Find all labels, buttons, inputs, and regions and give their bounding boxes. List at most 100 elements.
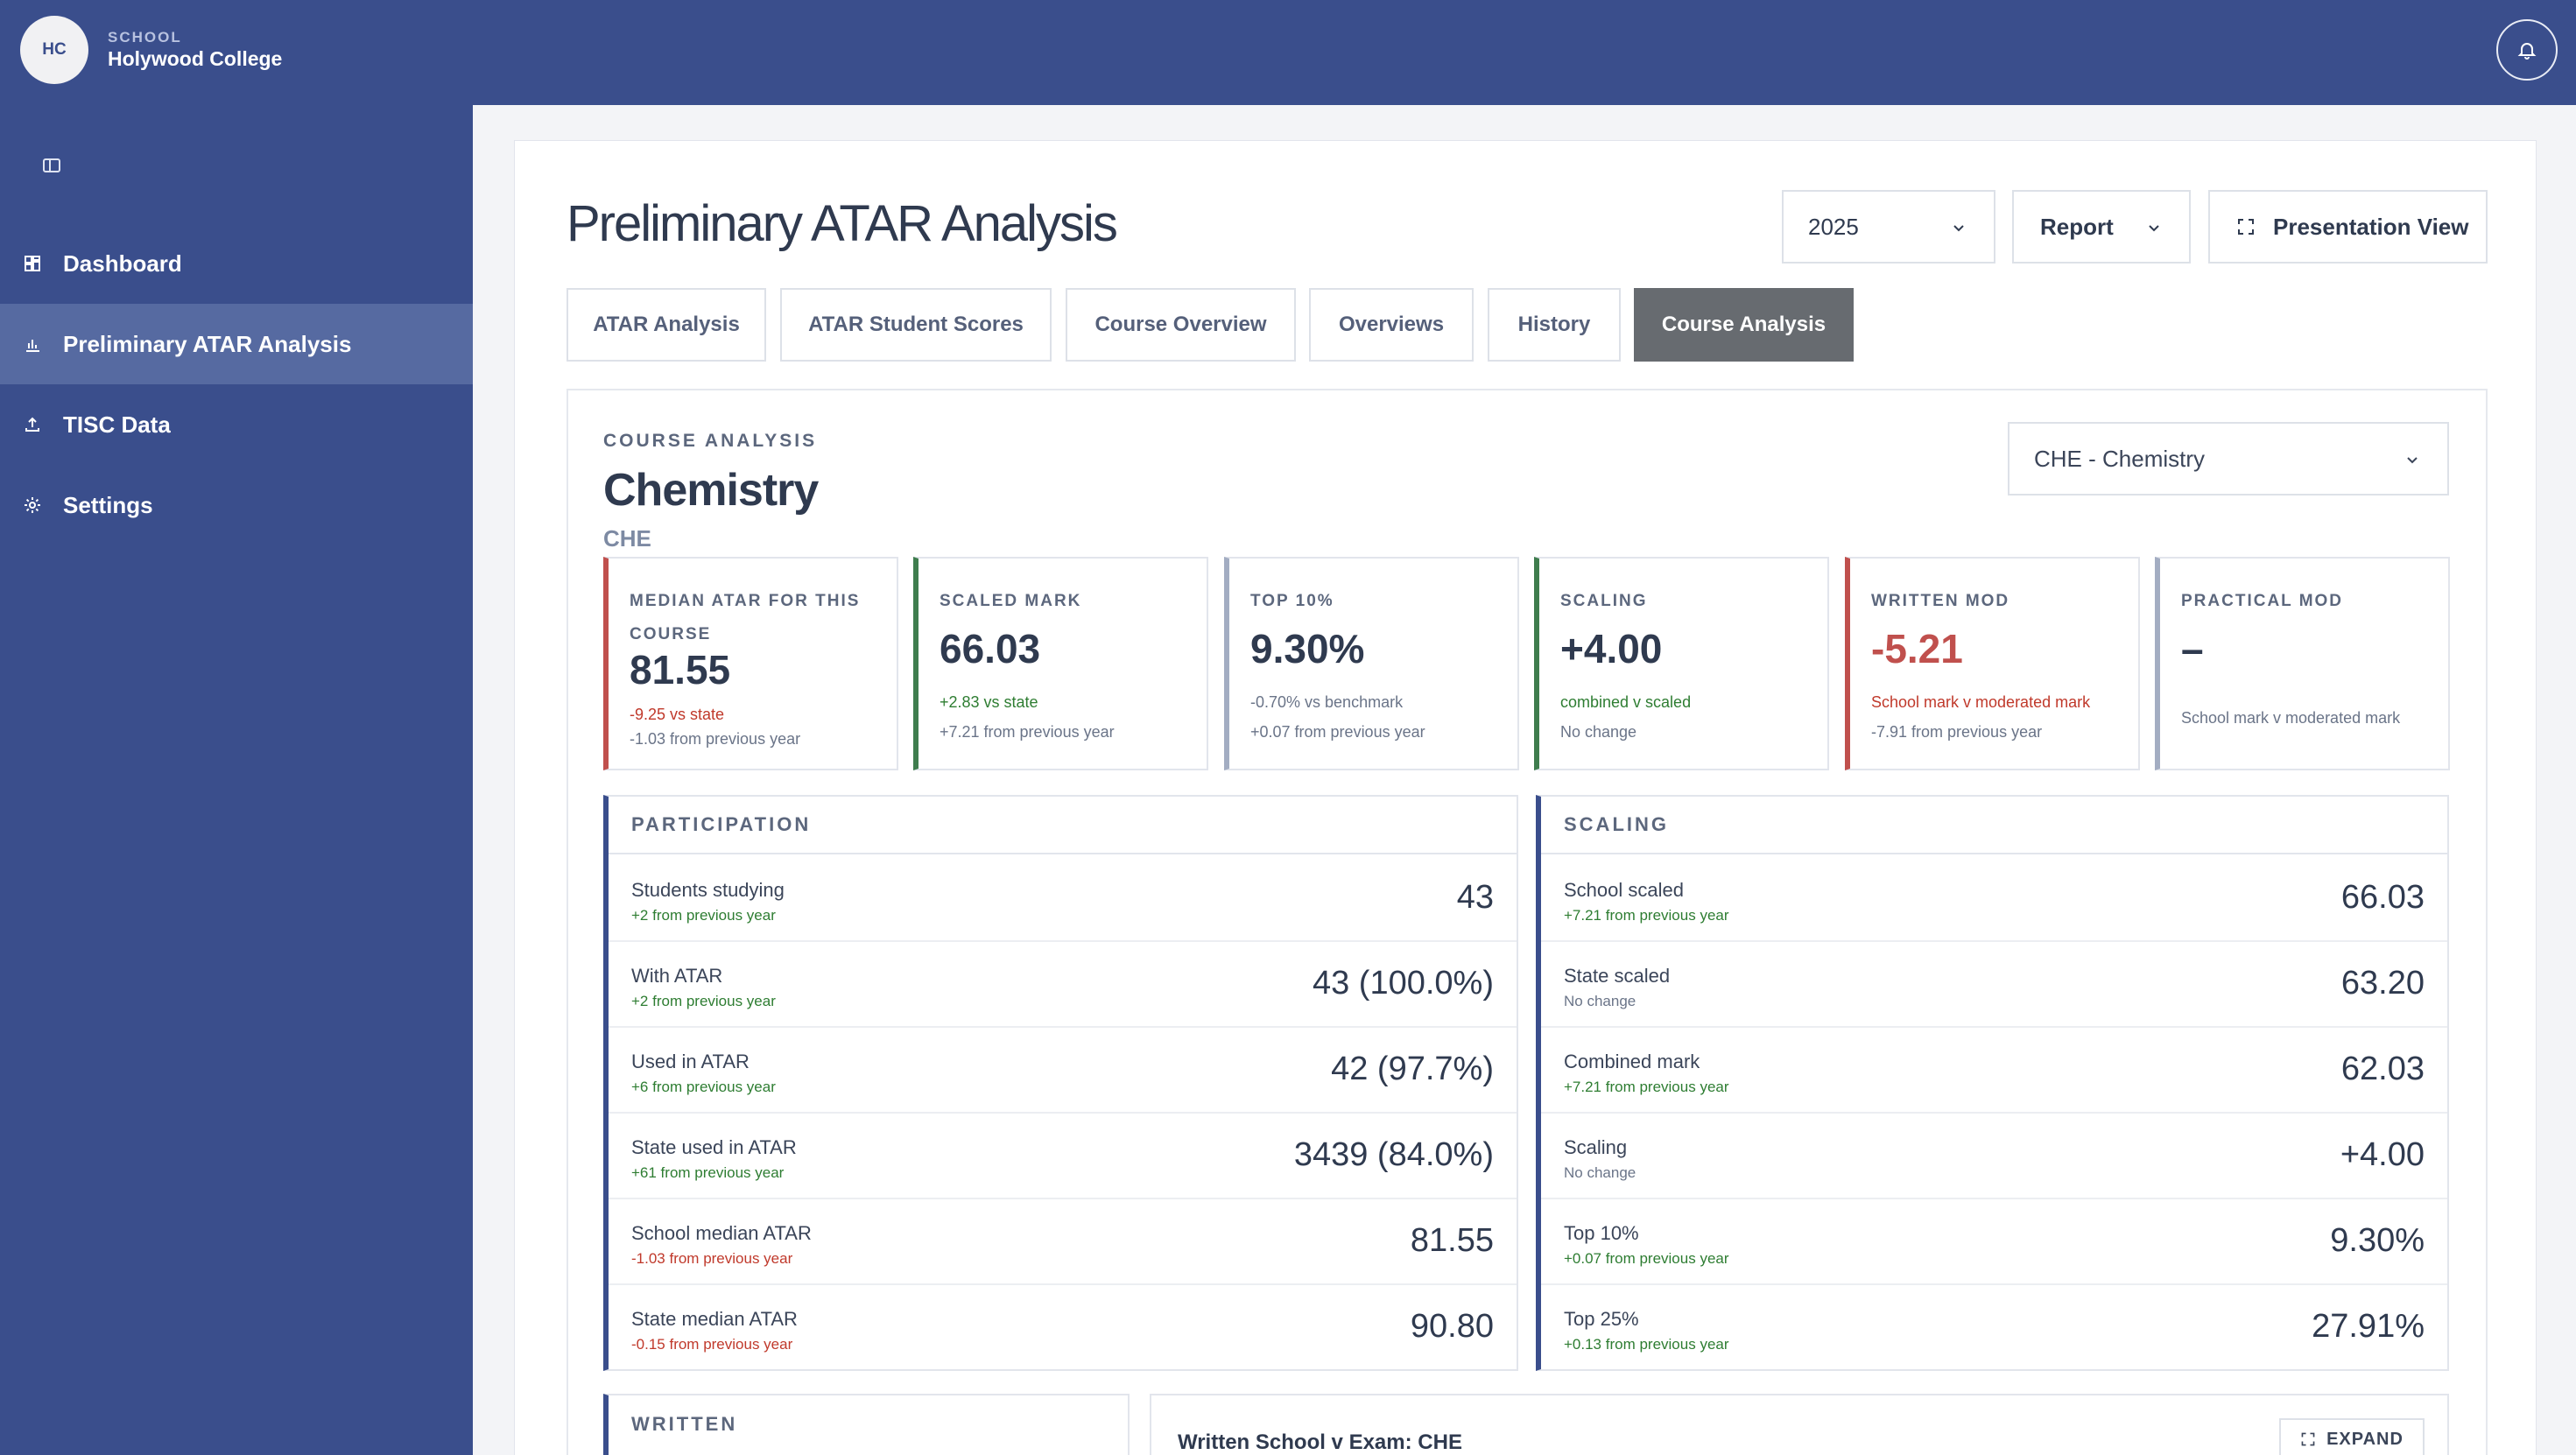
tab-label: History (1517, 313, 1591, 336)
sidebar-item-settings[interactable]: Settings (0, 465, 473, 545)
stat-sub-primary: combined v scaled (1560, 693, 1692, 711)
row-value: 9.30% (2330, 1222, 2425, 1259)
row-label: Used in ATAR (631, 1051, 750, 1072)
stat-card-top-10: TOP 10% 9.30% -0.70% vs benchmark +0.07 … (1224, 557, 1519, 770)
table-row: Top 25% +0.13 from previous year 27.91% (1541, 1285, 2447, 1371)
sidebar-item-tisc-data[interactable]: TISC Data (0, 384, 473, 465)
chevron-down-icon (1953, 225, 1964, 232)
report-dropdown[interactable]: Report (2012, 190, 2191, 264)
table-row: School median ATAR -1.03 from previous y… (609, 1199, 1517, 1285)
row-change: +2 from previous year (631, 907, 776, 924)
expand-label: EXPAND (2326, 1429, 2404, 1449)
stat-label: PRACTICAL MOD (2181, 592, 2344, 610)
row-label: State scaled (1564, 965, 1671, 987)
row-change: No change (1564, 1164, 1636, 1181)
stat-sub-primary: School mark v moderated mark (1871, 693, 2091, 711)
chevron-down-icon (2149, 225, 2159, 232)
row-label: Top 10% (1564, 1222, 1639, 1244)
tab-label: Course Overview (1094, 313, 1267, 336)
sidebar-item-dashboard[interactable]: Dashboard (0, 223, 473, 304)
course-select-value: CHE - Chemistry (2034, 445, 2206, 472)
stat-label: SCALED MARK (940, 592, 1082, 610)
stat-sub-primary: -9.25 vs state (630, 706, 725, 723)
row-change: -1.03 from previous year (631, 1250, 793, 1267)
notifications-button[interactable] (2496, 19, 2558, 81)
year-select[interactable]: 2025 (1782, 190, 1995, 264)
tab-atar-student-scores[interactable]: ATAR Student Scores (780, 288, 1052, 362)
row-change: -0.15 from previous year (631, 1336, 793, 1353)
row-change: No change (1564, 993, 1636, 1009)
expand-icon (2300, 1431, 2316, 1447)
stat-card-scaling: SCALING +4.00 combined v scaled No chang… (1534, 557, 1829, 770)
stat-sub-primary: +2.83 vs state (940, 693, 1038, 711)
stat-card-practical-mod: PRACTICAL MOD – School mark v moderated … (2155, 557, 2450, 770)
logo-initials: HC (42, 40, 67, 59)
stat-card-median-atar: MEDIAN ATAR FOR THIS COURSE 81.55 -9.25 … (603, 557, 898, 770)
course-select[interactable]: CHE - Chemistry (2008, 422, 2449, 496)
table-row: State scaled No change 63.20 (1541, 942, 2447, 1028)
tab-atar-analysis[interactable]: ATAR Analysis (567, 288, 766, 362)
sidebar-collapse-button[interactable] (42, 156, 63, 177)
stat-label: WRITTEN MOD (1871, 592, 2010, 610)
tab-overviews[interactable]: Overviews (1309, 288, 1474, 362)
year-select-value: 2025 (1808, 213, 1859, 240)
participation-table: PARTICIPATION Students studying +2 from … (603, 795, 1518, 1371)
stat-value: – (2181, 626, 2204, 671)
written-panel: WRITTEN (603, 1394, 1130, 1455)
school-label: SCHOOL (108, 29, 182, 46)
tab-course-overview[interactable]: Course Overview (1066, 288, 1296, 362)
fullscreen-icon (2238, 219, 2254, 235)
dashboard-icon (23, 254, 42, 273)
table-row: Students studying +2 from previous year … (609, 856, 1517, 942)
stat-label: SCALING (1560, 592, 1648, 610)
stat-value: 9.30% (1250, 626, 1365, 671)
stat-sub-secondary: No change (1560, 723, 1637, 741)
row-value: 63.20 (2340, 965, 2425, 1002)
tab-course-analysis[interactable]: Course Analysis (1634, 288, 1854, 362)
row-change: +7.21 from previous year (1564, 1079, 1729, 1095)
presentation-view-label: Presentation View (2273, 213, 2469, 240)
school-logo: HC (20, 16, 88, 84)
tab-label: ATAR Analysis (593, 313, 740, 336)
course-name: Chemistry (603, 465, 819, 516)
table-row: State used in ATAR +61 from previous yea… (609, 1114, 1517, 1199)
course-code: CHE (603, 525, 651, 552)
tab-history[interactable]: History (1488, 288, 1621, 362)
bell-icon (2517, 43, 2537, 60)
table-title: SCALING (1541, 797, 2447, 854)
report-label: Report (2040, 213, 2114, 240)
presentation-view-button[interactable]: Presentation View (2208, 190, 2488, 264)
stat-label: MEDIAN ATAR FOR THIS COURSE (630, 592, 861, 643)
row-value: 43 (100.0%) (1312, 965, 1494, 1002)
sidebar-item-label: TISC Data (63, 411, 171, 438)
row-label: State used in ATAR (631, 1136, 797, 1158)
row-change: +2 from previous year (631, 993, 776, 1009)
stat-sub-secondary: -1.03 from previous year (630, 730, 801, 748)
stat-value: 66.03 (940, 626, 1041, 671)
stat-label: TOP 10% (1250, 592, 1334, 610)
stat-card-written-mod: WRITTEN MOD -5.21 School mark v moderate… (1845, 557, 2140, 770)
row-value: 3439 (84.0%) (1293, 1136, 1494, 1173)
table-row: Scaling No change +4.00 (1541, 1114, 2447, 1199)
sidebar-item-label: Preliminary ATAR Analysis (63, 330, 352, 357)
sidebar-item-preliminary-atar-analysis[interactable]: Preliminary ATAR Analysis (0, 304, 473, 384)
gear-icon (23, 496, 42, 515)
row-label: State median ATAR (631, 1308, 798, 1330)
row-value: 90.80 (1410, 1308, 1494, 1345)
row-label: Top 25% (1564, 1308, 1639, 1330)
row-value: +4.00 (2340, 1136, 2425, 1173)
row-value: 81.55 (1410, 1222, 1494, 1259)
stat-card-scaled-mark: SCALED MARK 66.03 +2.83 vs state +7.21 f… (913, 557, 1208, 770)
tab-label: Course Analysis (1661, 313, 1826, 336)
row-change: +7.21 from previous year (1564, 907, 1729, 924)
stat-sub-secondary: -7.91 from previous year (1871, 723, 2043, 741)
expand-button[interactable]: EXPAND (2279, 1418, 2425, 1455)
tab-label: ATAR Student Scores (808, 313, 1024, 336)
section-eyebrow: COURSE ANALYSIS (603, 431, 818, 451)
sidebar-item-label: Dashboard (63, 250, 182, 277)
stat-sub-secondary: +0.07 from previous year (1250, 723, 1425, 741)
row-change: +0.13 from previous year (1564, 1336, 1729, 1353)
tab-label: Overviews (1338, 313, 1445, 336)
row-value: 43 (1456, 879, 1494, 916)
table-title: PARTICIPATION (609, 797, 1517, 854)
